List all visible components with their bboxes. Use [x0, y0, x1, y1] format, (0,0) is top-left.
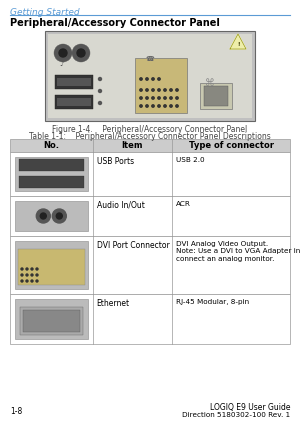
Circle shape: [146, 89, 148, 91]
Circle shape: [152, 89, 154, 91]
Circle shape: [26, 280, 28, 282]
Text: DVI Port Connector: DVI Port Connector: [97, 241, 169, 250]
Circle shape: [72, 44, 90, 62]
Circle shape: [140, 97, 142, 99]
Bar: [57, 78, 91, 86]
Bar: [15, 241, 88, 289]
Bar: [15, 157, 88, 191]
Bar: [19, 159, 84, 171]
Bar: [135, 58, 187, 113]
Circle shape: [176, 97, 178, 99]
Circle shape: [146, 97, 148, 99]
Text: Audio In/Out: Audio In/Out: [97, 201, 145, 210]
Text: Peripheral/Accessory Connector Panel: Peripheral/Accessory Connector Panel: [10, 18, 220, 28]
Text: USB 2.0: USB 2.0: [176, 157, 205, 163]
Circle shape: [158, 105, 160, 107]
Text: No.: No.: [43, 141, 59, 150]
Circle shape: [56, 213, 62, 219]
Text: Type of connector: Type of connector: [189, 141, 274, 150]
Circle shape: [21, 280, 23, 282]
Bar: [55, 75, 93, 89]
Text: !: !: [237, 42, 239, 47]
Circle shape: [31, 280, 33, 282]
Bar: [48, 34, 252, 118]
Bar: [19, 176, 84, 188]
Circle shape: [164, 97, 166, 99]
Circle shape: [40, 213, 46, 219]
Circle shape: [158, 89, 160, 91]
Text: Table 1-1:    Peripheral/Accessory Connector Panel Descriptions: Table 1-1: Peripheral/Accessory Connecto…: [29, 132, 271, 141]
Bar: [10, 152, 290, 196]
Circle shape: [170, 105, 172, 107]
Circle shape: [140, 89, 142, 91]
Circle shape: [77, 49, 85, 57]
Text: ⌘: ⌘: [205, 78, 215, 88]
Text: Ethernet: Ethernet: [97, 299, 130, 308]
Circle shape: [54, 44, 72, 62]
Circle shape: [31, 274, 33, 276]
Circle shape: [170, 97, 172, 99]
Circle shape: [158, 78, 160, 80]
Circle shape: [146, 78, 148, 80]
Circle shape: [21, 274, 23, 276]
Bar: [23, 310, 80, 332]
Circle shape: [164, 105, 166, 107]
Text: ♪: ♪: [59, 61, 64, 67]
Bar: [15, 201, 88, 231]
Circle shape: [36, 268, 38, 270]
Circle shape: [140, 105, 142, 107]
Text: Direction 5180302-100 Rev. 1: Direction 5180302-100 Rev. 1: [182, 412, 290, 418]
Text: Item: Item: [122, 141, 143, 150]
Bar: [204, 86, 228, 106]
Circle shape: [98, 89, 101, 92]
Text: Getting Started: Getting Started: [10, 8, 80, 17]
Circle shape: [98, 78, 101, 81]
Text: DVI Analog Video Output.
Note: Use a DVI to VGA Adapter in order to
connect an a: DVI Analog Video Output. Note: Use a DVI…: [176, 241, 300, 262]
Bar: [200, 83, 232, 109]
Circle shape: [52, 209, 66, 223]
Circle shape: [152, 97, 154, 99]
Text: 1-8: 1-8: [10, 407, 22, 416]
Circle shape: [21, 268, 23, 270]
Circle shape: [26, 268, 28, 270]
Bar: [18, 249, 85, 285]
Bar: [55, 95, 93, 109]
Text: USB Ports: USB Ports: [97, 157, 134, 166]
Circle shape: [31, 268, 33, 270]
Circle shape: [152, 105, 154, 107]
Text: ACR: ACR: [176, 201, 191, 207]
Text: Figure 1-4.    Peripheral/Accessory Connector Panel: Figure 1-4. Peripheral/Accessory Connect…: [52, 125, 247, 134]
Bar: [10, 294, 290, 344]
Bar: [57, 98, 91, 106]
Circle shape: [176, 105, 178, 107]
Circle shape: [170, 89, 172, 91]
Bar: [15, 299, 88, 339]
Circle shape: [152, 78, 154, 80]
Circle shape: [59, 49, 67, 57]
Circle shape: [176, 89, 178, 91]
Circle shape: [140, 78, 142, 80]
Circle shape: [36, 280, 38, 282]
Bar: [10, 236, 290, 294]
Circle shape: [26, 274, 28, 276]
Bar: [45, 31, 255, 121]
Text: LOGIQ E9 User Guide: LOGIQ E9 User Guide: [209, 403, 290, 412]
Circle shape: [36, 209, 50, 223]
Text: ☎: ☎: [146, 56, 154, 62]
Circle shape: [164, 89, 166, 91]
Circle shape: [98, 101, 101, 104]
Circle shape: [36, 274, 38, 276]
Text: RJ-45 Modular, 8-pin: RJ-45 Modular, 8-pin: [176, 299, 250, 305]
Circle shape: [158, 97, 160, 99]
Bar: [10, 139, 290, 152]
Circle shape: [146, 105, 148, 107]
Bar: [20, 307, 82, 335]
Polygon shape: [230, 34, 246, 49]
Bar: [10, 196, 290, 236]
